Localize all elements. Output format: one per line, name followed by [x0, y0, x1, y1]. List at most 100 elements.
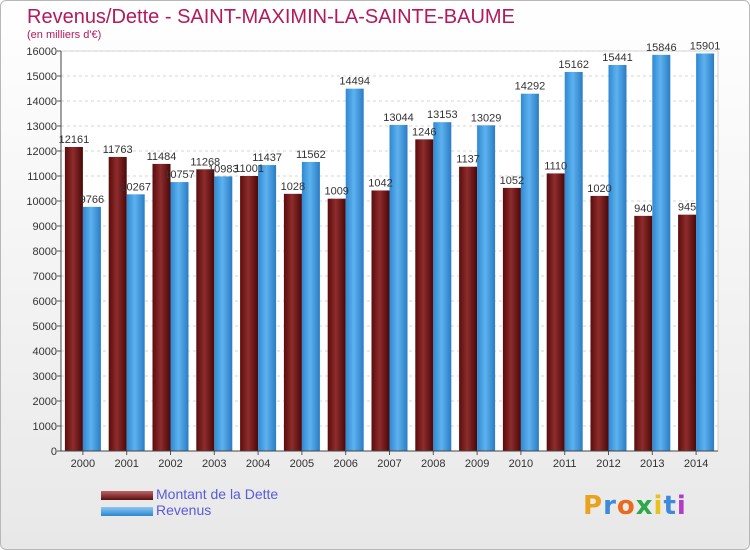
y-tick-label: 7000: [33, 271, 57, 283]
x-tick-label: 2014: [684, 458, 708, 470]
data-label-dette: 1042: [368, 177, 392, 189]
bar-revenus: [345, 88, 364, 452]
y-tick-label: 12000: [26, 146, 57, 158]
logo-letter: t: [663, 491, 677, 521]
x-tick-label: 2003: [202, 458, 226, 470]
data-label-dette: 940: [634, 203, 652, 215]
data-label-dette: 11268: [190, 156, 220, 168]
data-label-revenus: 14494: [339, 76, 370, 88]
bar-revenus: [520, 93, 539, 451]
data-label-revenus: 11437: [252, 152, 282, 164]
logo-letter: o: [616, 491, 636, 521]
data-label-revenus: 11562: [296, 149, 326, 161]
data-label-revenus: 13029: [471, 112, 502, 124]
data-label-dette: 11484: [147, 151, 177, 163]
data-label-dette: 945: [678, 202, 696, 214]
bar-dette: [634, 215, 653, 451]
legend-label-revenus: Revenus: [156, 502, 212, 518]
bar-dette: [415, 139, 434, 451]
bar-revenus: [301, 161, 320, 451]
x-tick-label: 2007: [377, 458, 401, 470]
data-label-revenus: 15162: [558, 59, 589, 71]
logo-letter: P: [583, 491, 604, 521]
data-label-revenus: 15441: [602, 52, 633, 64]
bar-revenus: [564, 71, 583, 451]
y-tick-label: 2000: [33, 396, 57, 408]
y-tick-label: 1000: [33, 421, 57, 433]
data-label-dette: 11763: [103, 144, 133, 156]
data-label-dette: 1009: [324, 186, 348, 198]
x-tick-label: 2004: [246, 458, 270, 470]
bar-revenus: [389, 124, 408, 452]
data-label-revenus: 10757: [164, 169, 195, 181]
logo-letter: i: [653, 491, 664, 521]
y-tick-label: 6000: [33, 296, 57, 308]
bar-revenus: [477, 125, 496, 452]
data-label-dette: 1020: [587, 183, 611, 195]
data-label-dette: 1028: [281, 181, 305, 193]
logo-letter: r: [603, 491, 617, 521]
bar-revenus: [214, 176, 233, 452]
y-tick-label: 3000: [33, 371, 57, 383]
y-tick-label: 13000: [26, 121, 57, 133]
data-label-dette: 1110: [544, 160, 567, 172]
x-tick-label: 2013: [640, 458, 664, 470]
bar-dette: [152, 163, 171, 451]
x-tick-label: 2002: [158, 458, 182, 470]
bar-revenus: [126, 194, 145, 451]
x-tick-label: 2011: [553, 458, 577, 470]
proxiti-logo: Proxiti: [583, 491, 687, 521]
bar-dette: [502, 187, 521, 451]
x-tick-label: 2010: [509, 458, 533, 470]
data-label-dette: 11001: [234, 163, 264, 175]
bar-revenus: [608, 64, 627, 451]
bar-dette: [590, 195, 609, 451]
x-tick-label: 2000: [71, 458, 95, 470]
legend-swatch-revenus: [101, 507, 153, 516]
y-tick-label: 16000: [26, 46, 57, 58]
y-tick-label: 5000: [33, 321, 57, 333]
bar-revenus: [652, 54, 671, 451]
legend-label-dette: Montant de la Dette: [156, 486, 279, 502]
y-tick-label: 9000: [33, 221, 57, 233]
data-label-revenus: 14292: [515, 81, 546, 93]
bar-dette: [240, 175, 259, 451]
bar-dette: [327, 198, 346, 451]
data-label-dette: 1052: [500, 175, 524, 187]
x-tick-label: 2006: [333, 458, 357, 470]
bar-dette: [459, 166, 478, 451]
bar-revenus: [258, 165, 277, 451]
data-label-revenus: 13153: [427, 109, 458, 121]
x-tick-label: 2009: [465, 458, 489, 470]
x-tick-label: 2008: [421, 458, 445, 470]
bar-revenus: [170, 182, 189, 451]
data-label-revenus: 15846: [646, 42, 677, 54]
data-label-dette: 1137: [456, 154, 480, 166]
y-tick-label: 11000: [27, 171, 57, 183]
bar-dette: [196, 169, 215, 452]
data-label-dette: 1246: [412, 126, 436, 138]
bar-dette: [64, 146, 83, 451]
bar-revenus: [433, 122, 452, 452]
bar-dette: [283, 193, 302, 451]
data-label-revenus: 13044: [383, 112, 414, 124]
logo-letter: x: [635, 491, 654, 521]
data-label-revenus: 10267: [120, 181, 151, 193]
bar-revenus: [82, 206, 101, 451]
legend-swatch-dette: [101, 491, 153, 500]
x-tick-label: 2012: [596, 458, 620, 470]
logo-letter: i: [676, 491, 687, 521]
data-label-revenus: 9766: [80, 194, 104, 206]
chart-title: Revenus/Dette - SAINT-MAXIMIN-LA-SAINTE-…: [27, 6, 515, 28]
y-tick-label: 15000: [26, 71, 57, 83]
bar-dette: [108, 156, 127, 452]
bar-dette: [371, 190, 390, 451]
bar-dette: [546, 173, 565, 452]
y-tick-label: 8000: [33, 246, 57, 258]
bar-revenus: [696, 53, 715, 451]
data-label-revenus: 15901: [690, 40, 721, 52]
bar-dette: [678, 214, 697, 451]
y-tick-label: 14000: [26, 96, 57, 108]
chart-subtitle: (en milliers d'€): [27, 29, 102, 41]
